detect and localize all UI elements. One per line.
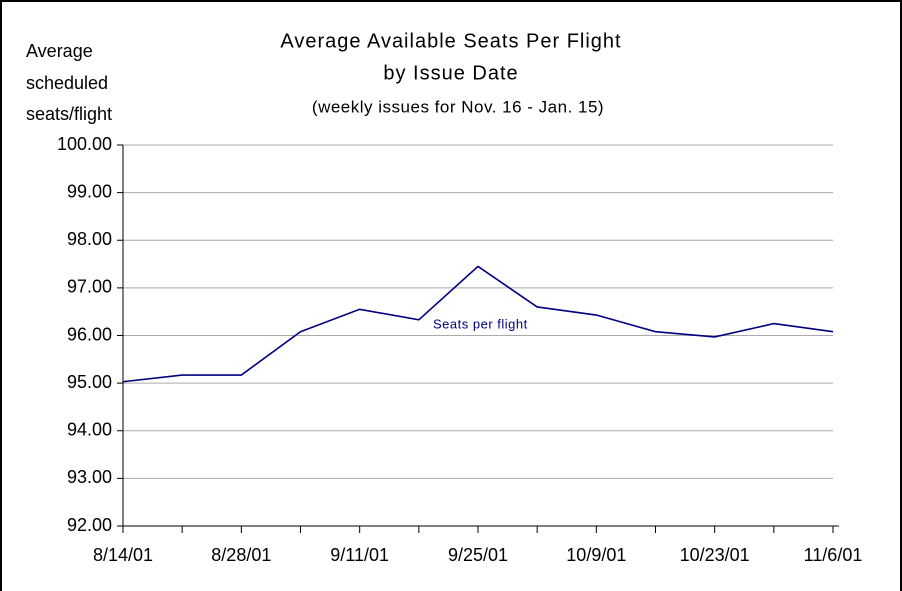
y-tick-label: 97.00	[67, 277, 112, 297]
data-line	[122, 265, 834, 383]
x-tick-label: 9/11/01	[330, 545, 389, 565]
y-tick-label: 96.00	[67, 324, 112, 344]
series-label: Seats per flight	[433, 316, 528, 331]
x-tick-label: 9/25/01	[448, 545, 508, 565]
y-axis-label: Average	[26, 41, 93, 61]
y-tick-label: 95.00	[67, 372, 112, 392]
y-tick-label: 92.00	[67, 515, 112, 535]
x-tick-label: 10/9/01	[566, 545, 626, 565]
chart-title-line2: by Issue Date	[383, 62, 518, 84]
y-tick-label: 100.00	[57, 134, 112, 154]
chart-subtitle: (weekly issues for Nov. 16 - Jan. 15)	[312, 97, 604, 116]
y-axis-label: seats/flight	[26, 104, 112, 124]
chart-title: Average Available Seats Per Flight	[280, 30, 621, 52]
x-tick-label: 11/6/01	[804, 545, 863, 565]
x-tick-label: 10/23/01	[680, 545, 750, 565]
y-tick-label: 98.00	[67, 229, 112, 249]
y-tick-label: 99.00	[67, 181, 112, 201]
x-tick-label: 8/14/01	[93, 545, 153, 565]
x-tick-label: 8/28/01	[211, 545, 271, 565]
y-tick-label: 93.00	[67, 467, 112, 487]
y-tick-label: 94.00	[67, 420, 112, 440]
y-axis-label: scheduled	[26, 73, 108, 93]
